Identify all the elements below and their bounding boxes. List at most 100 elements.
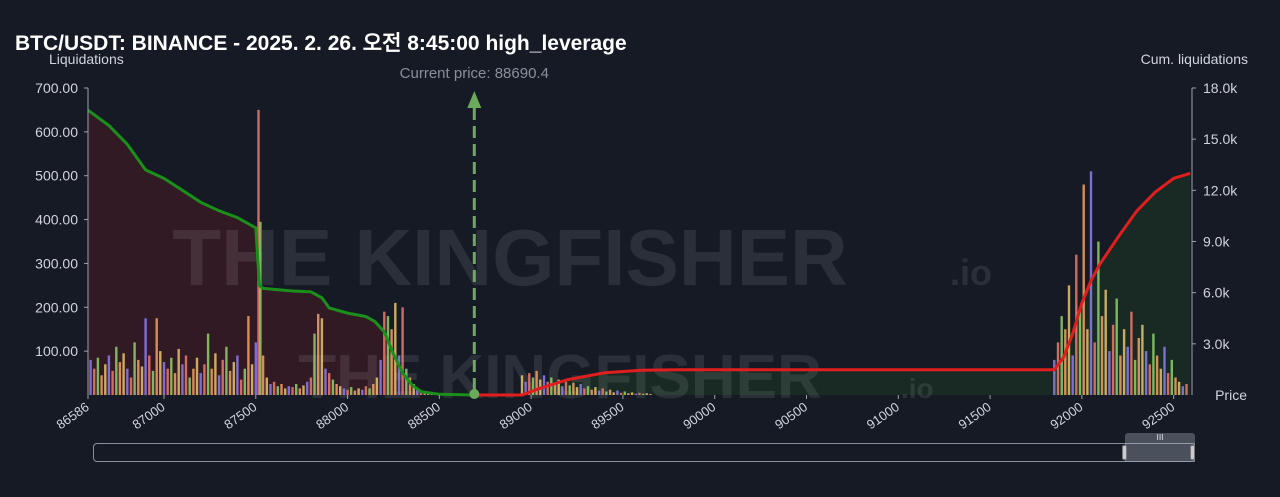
- y2-tick-label: 15.0k: [1203, 131, 1238, 147]
- y-axis-title: Liquidations: [49, 51, 124, 67]
- liquidation-bar: [328, 373, 331, 395]
- liquidation-bar: [331, 379, 335, 395]
- liquidation-bar: [133, 342, 136, 395]
- liquidation-bar: [568, 385, 571, 395]
- liquidation-bar: [1166, 373, 1170, 395]
- liquidation-bar: [265, 377, 268, 395]
- liquidation-bar: [144, 318, 147, 396]
- liquidation-bar: [1071, 355, 1074, 395]
- liquidation-bar: [272, 381, 276, 395]
- liquidation-bar: [96, 357, 100, 395]
- liquidation-bar: [372, 384, 375, 395]
- liquidation-bar: [364, 386, 368, 395]
- liquidation-bar: [1159, 368, 1162, 395]
- liquidation-bar: [280, 384, 283, 395]
- liquidation-bar: [309, 377, 313, 395]
- liquidation-bar: [1130, 311, 1133, 395]
- liquidation-bar: [122, 353, 125, 395]
- liquidation-bar: [126, 368, 129, 395]
- liquidation-bar: [313, 333, 316, 395]
- liquidation-bar: [250, 364, 254, 395]
- liquidation-bar: [1064, 329, 1067, 395]
- liquidation-bar: [627, 393, 630, 395]
- liquidation-bar: [210, 368, 213, 395]
- y-tick-label: 300.00: [35, 255, 78, 271]
- liquidation-bar: [173, 373, 177, 395]
- liquidation-bar: [306, 381, 309, 395]
- liquidation-bar: [645, 393, 648, 395]
- liquidation-bar: [590, 389, 593, 395]
- liquidation-bar: [616, 390, 619, 395]
- liquidation-bar: [561, 386, 564, 395]
- liquidation-bar: [1111, 324, 1115, 395]
- liquidation-bar: [225, 346, 228, 395]
- range-slider-window[interactable]: [1125, 443, 1195, 462]
- liquidation-bar: [188, 377, 191, 395]
- liquidation-bar: [221, 359, 224, 395]
- liquidation-bar: [379, 359, 382, 395]
- liquidation-bar: [408, 377, 412, 395]
- range-slider-track[interactable]: [93, 443, 1195, 462]
- liquidation-bar: [243, 368, 246, 395]
- y2-tick-label: 18.0k: [1203, 80, 1238, 96]
- liquidation-bar: [151, 370, 155, 395]
- liquidation-bar: [528, 373, 531, 395]
- liquidation-bar: [1170, 359, 1173, 395]
- current-price-label: Current price: 88690.4: [400, 65, 549, 82]
- liquidation-bar: [1181, 386, 1184, 395]
- liquidation-bar: [1078, 307, 1082, 395]
- range-slider-grip[interactable]: III: [1125, 433, 1195, 443]
- liquidation-bar: [236, 355, 239, 395]
- liquidation-bar: [630, 392, 634, 395]
- liquidation-bar: [118, 362, 122, 395]
- liquidation-bar: [1115, 298, 1118, 395]
- liquidation-bar: [546, 381, 549, 395]
- liquidation-bar: [634, 393, 637, 395]
- liquidation-bar: [192, 368, 195, 395]
- liquidation-bar: [269, 384, 272, 395]
- x-tick-label: 91500: [956, 399, 994, 432]
- cum-long-area: [88, 110, 475, 395]
- liquidation-bar: [1082, 184, 1085, 395]
- liquidation-bar: [383, 311, 386, 395]
- liquidation-bar: [346, 389, 349, 395]
- y-tick-label: 600.00: [35, 124, 78, 140]
- range-slider-right-handle[interactable]: [1190, 445, 1195, 460]
- liquidation-bar: [324, 368, 327, 395]
- liquidation-bar: [276, 386, 279, 395]
- x-tick-label: 92500: [1139, 399, 1177, 432]
- liquidation-bar: [1177, 381, 1181, 395]
- liquidation-bar: [239, 379, 243, 395]
- liquidation-bar: [298, 388, 301, 395]
- y2-axis-title: Cum. liquidations: [1141, 51, 1248, 67]
- liquidation-bar: [206, 333, 210, 395]
- liquidation-bar: [572, 382, 575, 395]
- liquidation-bar: [166, 368, 169, 395]
- x-tick-label: 86586: [53, 399, 91, 432]
- liquidation-bar: [1108, 351, 1111, 395]
- y-tick-label: 400.00: [35, 212, 78, 228]
- liquidation-bar: [557, 379, 560, 395]
- liquidation-bar: [1097, 241, 1100, 395]
- liquidation-bar: [535, 370, 538, 395]
- liquidation-bar: [335, 384, 338, 395]
- range-slider-left-handle[interactable]: [1122, 445, 1127, 460]
- current-price-dot: [469, 389, 480, 399]
- x-tick-label: 91000: [864, 399, 902, 432]
- liquidation-bar: [170, 357, 173, 395]
- liquidation-bar: [1056, 342, 1060, 395]
- liquidation-bar: [619, 392, 623, 395]
- liquidation-bar: [1093, 342, 1096, 395]
- liquidation-bar: [140, 366, 144, 395]
- liquidation-bar: [638, 392, 641, 395]
- liquidation-bar: [302, 385, 305, 395]
- liquidation-bar: [531, 377, 535, 395]
- liquidation-bar: [1133, 359, 1137, 395]
- liquidation-bar: [1137, 338, 1140, 395]
- liquidation-bar: [608, 389, 612, 395]
- watermark-text: THE KINGFISHER: [172, 213, 848, 302]
- chart-title: BTC/USDT: BINANCE - 2025. 2. 26. 오전 8:45…: [15, 32, 627, 55]
- liquidation-bar: [217, 375, 221, 395]
- x-axis-title: Price: [1215, 387, 1247, 403]
- liquidation-bar: [405, 368, 408, 395]
